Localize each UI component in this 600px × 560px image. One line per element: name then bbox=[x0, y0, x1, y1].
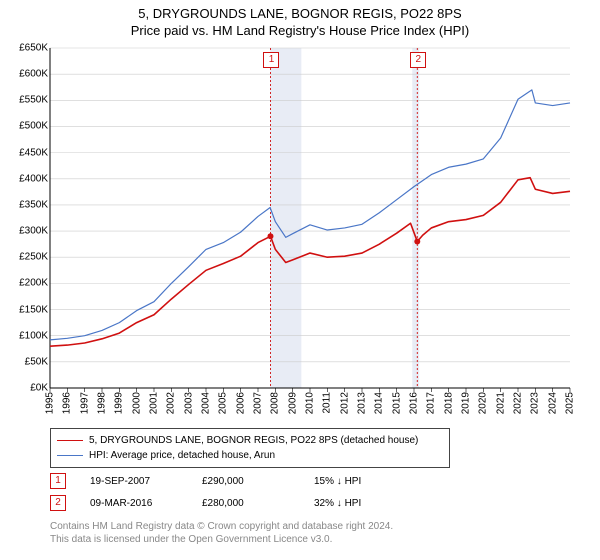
y-axis-tick: £550K bbox=[0, 95, 48, 106]
x-axis-tick: 2001 bbox=[149, 392, 160, 414]
x-axis-tick: 1998 bbox=[97, 392, 108, 414]
x-axis-tick: 1999 bbox=[114, 392, 125, 414]
sale-marker-on-chart: 2 bbox=[410, 52, 426, 68]
y-axis-tick: £450K bbox=[0, 147, 48, 158]
chart-title-line1: 5, DRYGROUNDS LANE, BOGNOR REGIS, PO22 8… bbox=[0, 6, 600, 23]
y-axis-tick: £400K bbox=[0, 173, 48, 184]
sale-delta: 15% ↓ HPI bbox=[314, 476, 414, 487]
legend: 5, DRYGROUNDS LANE, BOGNOR REGIS, PO22 8… bbox=[50, 428, 450, 468]
x-axis-tick: 2013 bbox=[357, 392, 368, 414]
x-axis-tick: 2022 bbox=[513, 392, 524, 414]
x-axis-tick: 2003 bbox=[183, 392, 194, 414]
x-axis-tick: 2021 bbox=[495, 392, 506, 414]
sale-date: 19-SEP-2007 bbox=[90, 476, 190, 487]
y-axis-tick: £500K bbox=[0, 121, 48, 132]
x-axis-tick: 2002 bbox=[166, 392, 177, 414]
chart-title-line2: Price paid vs. HM Land Registry's House … bbox=[0, 23, 600, 40]
sale-price: £290,000 bbox=[202, 476, 302, 487]
sale-marker-1: 1 bbox=[50, 473, 66, 489]
sales-table: 1 19-SEP-2007 £290,000 15% ↓ HPI 2 09-MA… bbox=[50, 470, 426, 514]
x-axis-tick: 2004 bbox=[201, 392, 212, 414]
sale-marker-2: 2 bbox=[50, 495, 66, 511]
x-axis-tick: 2011 bbox=[322, 392, 333, 414]
x-axis-tick: 2016 bbox=[409, 392, 420, 414]
y-axis-tick: £50K bbox=[0, 356, 48, 367]
y-axis-tick: £100K bbox=[0, 330, 48, 341]
legend-swatch-1 bbox=[57, 455, 83, 456]
chart-area: £0K£50K£100K£150K£200K£250K£300K£350K£40… bbox=[50, 48, 570, 388]
x-axis-tick: 2008 bbox=[270, 392, 281, 414]
legend-item: HPI: Average price, detached house, Arun bbox=[57, 448, 443, 463]
x-axis-tick: 2015 bbox=[391, 392, 402, 414]
sale-delta: 32% ↓ HPI bbox=[314, 498, 414, 509]
sale-price: £280,000 bbox=[202, 498, 302, 509]
y-axis-tick: £200K bbox=[0, 278, 48, 289]
chart-title-block: 5, DRYGROUNDS LANE, BOGNOR REGIS, PO22 8… bbox=[0, 0, 600, 40]
x-axis-tick: 2017 bbox=[426, 392, 437, 414]
attribution: Contains HM Land Registry data © Crown c… bbox=[50, 520, 393, 546]
x-axis-tick: 2025 bbox=[565, 392, 576, 414]
x-axis-tick: 2007 bbox=[253, 392, 264, 414]
y-axis-tick: £250K bbox=[0, 252, 48, 263]
x-axis-tick: 2014 bbox=[374, 392, 385, 414]
legend-item: 5, DRYGROUNDS LANE, BOGNOR REGIS, PO22 8… bbox=[57, 433, 443, 448]
y-axis-tick: £300K bbox=[0, 226, 48, 237]
x-axis-tick: 2024 bbox=[547, 392, 558, 414]
x-axis-tick: 1996 bbox=[62, 392, 73, 414]
x-axis-tick: 2012 bbox=[339, 392, 350, 414]
x-axis-tick: 2020 bbox=[478, 392, 489, 414]
y-axis-tick: £650K bbox=[0, 43, 48, 54]
sale-marker-on-chart: 1 bbox=[263, 52, 279, 68]
sale-row: 1 19-SEP-2007 £290,000 15% ↓ HPI bbox=[50, 470, 426, 492]
legend-label-1: HPI: Average price, detached house, Arun bbox=[89, 448, 275, 463]
x-axis-tick: 2005 bbox=[218, 392, 229, 414]
x-axis-tick: 2023 bbox=[530, 392, 541, 414]
chart-svg bbox=[50, 48, 570, 388]
x-axis-tick: 2009 bbox=[287, 392, 298, 414]
y-axis-tick: £600K bbox=[0, 69, 48, 80]
x-axis-tick: 2010 bbox=[305, 392, 316, 414]
x-axis-tick: 2018 bbox=[443, 392, 454, 414]
x-axis-tick: 2006 bbox=[235, 392, 246, 414]
y-axis-tick: £150K bbox=[0, 304, 48, 315]
sale-row: 2 09-MAR-2016 £280,000 32% ↓ HPI bbox=[50, 492, 426, 514]
y-axis-tick: £0K bbox=[0, 383, 48, 394]
x-axis-tick: 1997 bbox=[79, 392, 90, 414]
legend-swatch-0 bbox=[57, 440, 83, 441]
x-axis-tick: 2019 bbox=[461, 392, 472, 414]
attribution-line2: This data is licensed under the Open Gov… bbox=[50, 533, 393, 546]
legend-label-0: 5, DRYGROUNDS LANE, BOGNOR REGIS, PO22 8… bbox=[89, 433, 418, 448]
attribution-line1: Contains HM Land Registry data © Crown c… bbox=[50, 520, 393, 533]
x-axis-tick: 2000 bbox=[131, 392, 142, 414]
sale-date: 09-MAR-2016 bbox=[90, 498, 190, 509]
x-axis-tick: 1995 bbox=[45, 392, 56, 414]
y-axis-tick: £350K bbox=[0, 199, 48, 210]
